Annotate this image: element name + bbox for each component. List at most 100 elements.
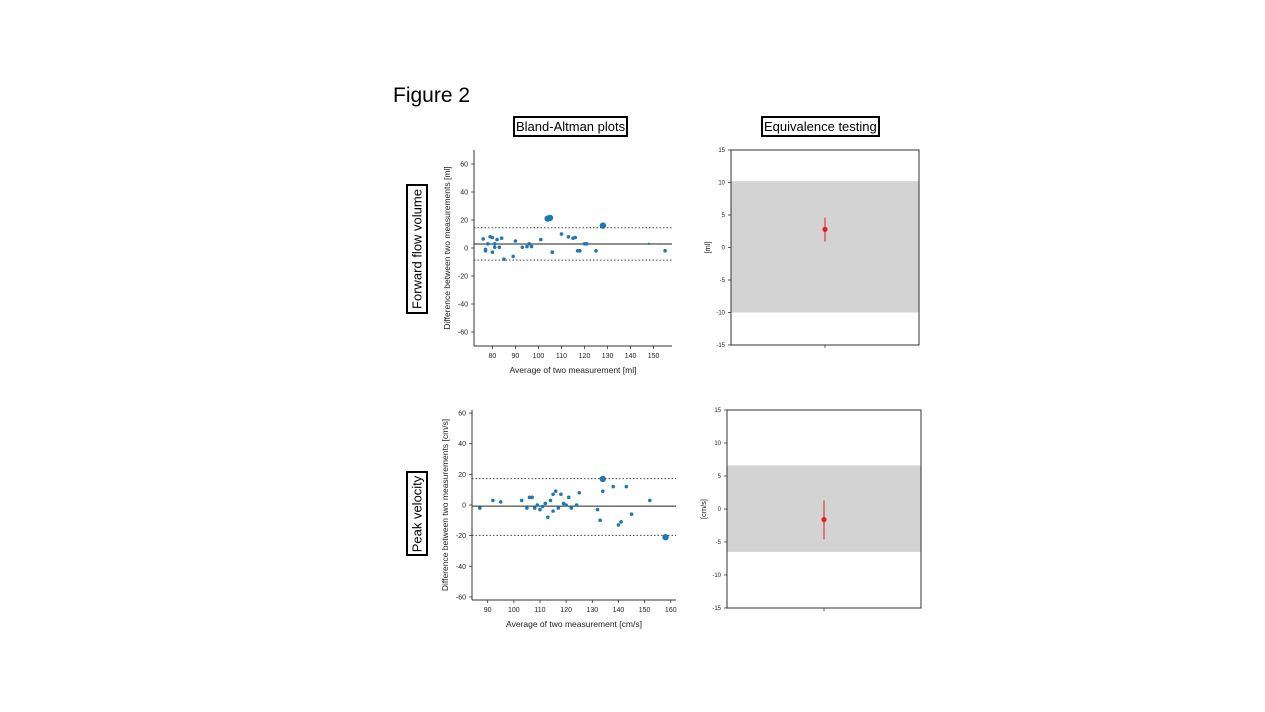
- data-point: [566, 235, 571, 239]
- data-point: [559, 232, 564, 236]
- data-point: [647, 242, 651, 245]
- data-point: [511, 254, 515, 259]
- data-point: [629, 512, 634, 516]
- data-point: [599, 475, 606, 483]
- y-tick-label: -20: [456, 533, 466, 540]
- data-point: [663, 249, 667, 253]
- data-point: [551, 492, 555, 497]
- data-point: [543, 501, 548, 506]
- x-tick-label: 140: [613, 607, 625, 614]
- data-point: [529, 244, 534, 249]
- y-axis-label: [cm/s]: [699, 499, 708, 519]
- data-point: [502, 257, 506, 261]
- x-tick-label: 110: [556, 353, 567, 360]
- figure-title: Figure 2: [393, 84, 471, 107]
- data-point: [490, 235, 495, 240]
- data-point: [538, 507, 542, 512]
- y-tick-label: 60: [460, 162, 468, 169]
- row-header-peak-velocity-label: Peak velocity: [409, 475, 425, 552]
- data-point: [599, 222, 607, 229]
- column-header-bland-altman: Bland-Altman plots: [513, 116, 629, 137]
- y-tick-label: 15: [718, 148, 725, 154]
- data-point: [546, 515, 550, 520]
- row-header-forward-flow: Forward flow volume: [406, 184, 428, 314]
- y-tick-label: -5: [720, 278, 726, 284]
- data-point: [624, 484, 629, 489]
- x-tick-label: 140: [625, 353, 637, 360]
- y-tick-label: 0: [462, 503, 466, 510]
- y-tick-label: 15: [714, 408, 721, 414]
- data-point: [499, 236, 504, 240]
- y-tick-label: 0: [718, 507, 722, 513]
- data-point: [616, 523, 621, 527]
- y-axis-label: [ml]: [703, 241, 712, 253]
- equivalence-forward-flow-chart: -15 -10 -5 0 5 10 15 [ml]: [703, 148, 920, 349]
- data-point: [492, 242, 497, 246]
- y-tick-label: -10: [712, 573, 721, 579]
- bland-altman-peak-velocity-chart: -60 -40 -20 0 20 40 60 90 100 110 120 130 140 150 160 A…: [440, 410, 677, 629]
- data-point: [564, 503, 568, 507]
- data-point: [527, 242, 532, 246]
- x-tick-label: 110: [534, 607, 545, 614]
- data-point: [662, 533, 669, 541]
- data-point: [556, 506, 561, 510]
- data-point: [600, 489, 605, 494]
- x-tick-label: 120: [579, 353, 591, 360]
- y-tick-label: 20: [458, 472, 466, 479]
- y-tick-label: -15: [716, 343, 725, 349]
- x-tick-label: 80: [489, 353, 497, 360]
- row-header-forward-flow-label: Forward flow volume: [409, 189, 425, 309]
- x-tick-label: 130: [602, 353, 614, 360]
- data-point: [585, 242, 589, 246]
- y-tick-label: 40: [460, 190, 468, 197]
- x-tick-label: 130: [586, 607, 598, 614]
- data-point: [538, 237, 543, 242]
- equivalence-peak-velocity-chart: -15 -10 -5 0 5 10 15 [cm/s]: [699, 408, 922, 612]
- row-header-peak-velocity: Peak velocity: [406, 471, 428, 556]
- x-tick-label: 160: [665, 607, 677, 614]
- x-axis-label: Average of two measurement [cm/s]: [506, 619, 642, 629]
- data-point: [553, 489, 558, 494]
- data-point: [577, 490, 582, 495]
- data-point: [492, 245, 497, 250]
- data-point: [540, 504, 545, 509]
- data-point: [611, 484, 616, 489]
- y-tick-label: 60: [458, 411, 466, 418]
- data-point: [495, 237, 499, 242]
- y-tick-label: -15: [712, 606, 721, 612]
- data-point: [578, 249, 582, 253]
- data-point: [594, 249, 598, 253]
- x-tick-label: 150: [639, 607, 651, 614]
- y-tick-label: 0: [464, 246, 468, 253]
- y-tick-label: -5: [716, 540, 722, 546]
- data-point: [513, 239, 518, 243]
- y-axis-label: Difference between two measurements [cm/…: [440, 419, 450, 591]
- data-point: [546, 214, 554, 222]
- data-point: [548, 498, 553, 503]
- data-point: [520, 245, 525, 250]
- data-point: [648, 498, 652, 503]
- data-point: [595, 507, 600, 512]
- y-tick-label: -60: [458, 330, 468, 337]
- data-point: [490, 250, 495, 254]
- data-point: [532, 506, 537, 510]
- x-tick-label: 90: [484, 607, 492, 614]
- y-tick-label: 0: [722, 246, 726, 252]
- column-header-equivalence: Equivalence testing: [761, 116, 880, 137]
- data-point: [569, 506, 574, 510]
- y-tick-label: -10: [716, 311, 725, 317]
- x-tick-label: 150: [648, 353, 660, 360]
- data-point: [619, 520, 623, 524]
- data-point: [561, 501, 566, 506]
- data-point: [550, 250, 555, 254]
- data-point: [559, 492, 563, 497]
- data-point: [551, 509, 555, 513]
- data-point: [481, 237, 486, 241]
- equivalence-band: [731, 181, 919, 313]
- bland-altman-forward-flow-chart: -60 -40 -20 0 20 40 60 80 90 100 110 120 130 140 150 Av…: [442, 150, 672, 375]
- x-axis-label: Average of two measurement [ml]: [510, 365, 637, 375]
- x-tick-label: 120: [560, 607, 572, 614]
- y-tick-label: -40: [456, 564, 466, 571]
- x-tick-label: 90: [512, 353, 520, 360]
- y-tick-label: -40: [458, 302, 468, 309]
